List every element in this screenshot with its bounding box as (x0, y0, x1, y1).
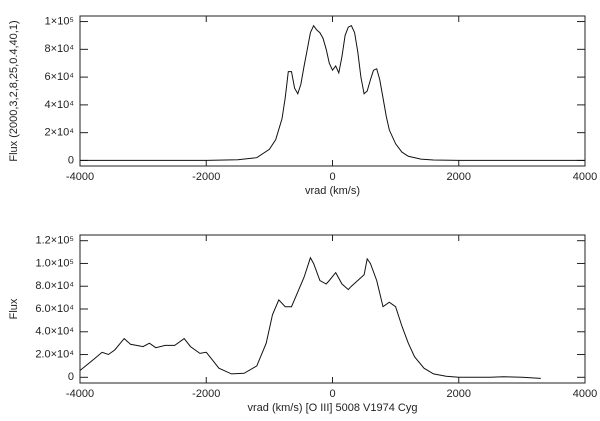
x-tick-label: -4000 (66, 388, 94, 400)
y-tick-label: 6×10⁴ (44, 71, 74, 83)
x-tick-label: 2000 (447, 171, 471, 183)
y-axis-label: Flux (2000,3,2,8,25,0.4,40,1) (8, 20, 20, 161)
x-tick-label: 2000 (447, 388, 471, 400)
line-trace (79, 256, 541, 379)
x-tick-label: 0 (329, 171, 335, 183)
plot-frame (79, 15, 586, 167)
y-tick-label: 1.2×10⁵ (35, 235, 74, 247)
x-tick-label: 4000 (573, 171, 597, 183)
y-tick-label: 8.0×10⁴ (35, 280, 74, 292)
line-trace (80, 24, 585, 161)
y-tick-label: 0 (68, 154, 74, 166)
y-tick-label: 2×10⁴ (44, 127, 74, 139)
y-tick-label: 4.0×10⁴ (35, 326, 74, 338)
x-tick-label: 4000 (573, 388, 597, 400)
y-tick-label: 1.0×10⁵ (35, 257, 74, 269)
y-tick-label: 1×10⁵ (45, 15, 74, 27)
x-tick-label: -2000 (192, 388, 220, 400)
x-tick-label: 0 (329, 388, 335, 400)
y-axis-label: Flux (8, 298, 20, 319)
x-tick-label: -2000 (192, 171, 220, 183)
y-tick-label: 8×10⁴ (44, 43, 74, 55)
x-axis-label: vrad (km/s) [O III] 5008 V1974 Cyg (248, 402, 418, 414)
x-tick-label: -4000 (66, 171, 94, 183)
plot-frame (79, 234, 586, 384)
y-tick-label: 6.0×10⁴ (35, 303, 74, 315)
y-tick-label: 0 (68, 371, 74, 383)
y-tick-label: 2.0×10⁴ (35, 348, 74, 360)
y-tick-label: 4×10⁴ (44, 99, 74, 111)
x-axis-label: vrad (km/s) (305, 185, 360, 197)
